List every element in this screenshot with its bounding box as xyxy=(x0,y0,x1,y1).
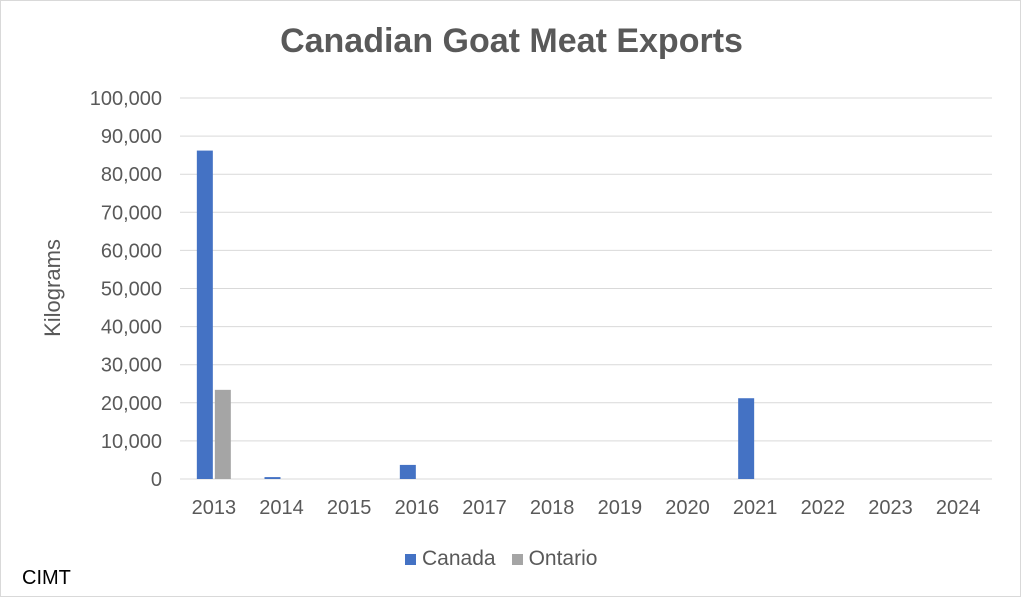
y-tick-label: 30,000 xyxy=(101,355,162,377)
bar-canada-2013 xyxy=(196,150,213,479)
x-tick-label: 2023 xyxy=(868,497,913,519)
x-tick-label: 2021 xyxy=(733,497,778,519)
legend-label-canada: Canada xyxy=(422,547,496,570)
legend-swatch-canada xyxy=(405,553,416,565)
x-tick-labels: 2013 2014 2015 2016 2017 2018 2019 2020 2021 2022… xyxy=(192,497,981,519)
x-tick-label: 2018 xyxy=(530,497,575,519)
x-tick-label: 2019 xyxy=(598,497,643,519)
x-tick-label: 2017 xyxy=(462,497,507,519)
bar-canada-2016 xyxy=(399,464,416,479)
x-tick-label: 2013 xyxy=(192,497,237,519)
bars xyxy=(196,150,755,479)
chart-title: Canadian Goat Meat Exports xyxy=(280,22,743,60)
bar-ontario-2013 xyxy=(214,389,231,479)
bar-canada-2014 xyxy=(264,477,281,479)
y-tick-label: 100,000 xyxy=(90,88,162,110)
legend-swatch-ontario xyxy=(511,553,523,565)
y-tick-label: 40,000 xyxy=(101,317,162,339)
y-tick-label: 10,000 xyxy=(101,431,162,453)
x-tick-label: 2015 xyxy=(327,497,372,519)
x-tick-label: 2016 xyxy=(395,497,440,519)
legend-item-ontario: Ontario xyxy=(511,547,598,571)
y-tick-label: 60,000 xyxy=(101,240,162,262)
y-tick-label: 90,000 xyxy=(101,126,162,148)
y-axis-label: Kilograms xyxy=(40,239,65,337)
y-tick-label: 80,000 xyxy=(101,164,162,186)
x-tick-label: 2020 xyxy=(665,497,710,519)
y-tick-label: 50,000 xyxy=(101,279,162,301)
x-tick-label: 2024 xyxy=(936,497,981,519)
y-tick-label: 20,000 xyxy=(101,393,162,415)
legend: Canada Ontario xyxy=(405,547,613,571)
bar-canada-2021 xyxy=(738,398,755,479)
y-tick-label: 0 xyxy=(151,469,162,491)
y-tick-labels: 0 10,000 20,000 30,000 40,000 50,000 60,000 70,… xyxy=(90,88,162,491)
x-tick-label: 2014 xyxy=(259,497,304,519)
gridlines xyxy=(180,97,992,480)
source-note: CIMT xyxy=(22,567,71,589)
legend-item-canada: Canada xyxy=(405,547,496,571)
legend-label-ontario: Ontario xyxy=(528,547,598,570)
y-tick-label: 70,000 xyxy=(101,202,162,224)
x-tick-label: 2022 xyxy=(801,497,846,519)
